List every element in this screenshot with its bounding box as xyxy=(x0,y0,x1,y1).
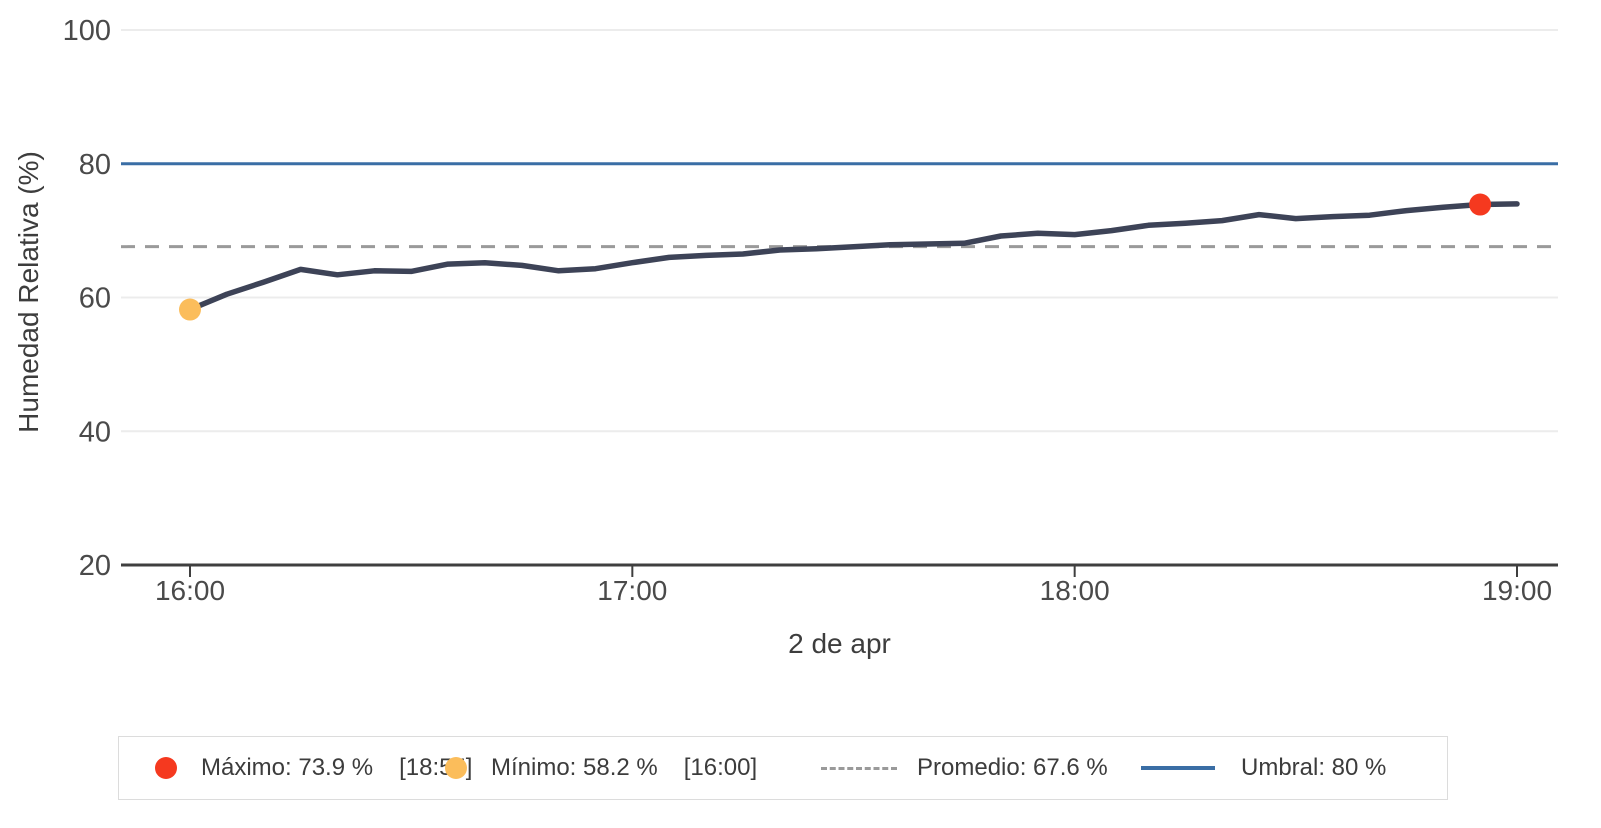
y-tick-label-60: 60 xyxy=(79,283,111,315)
y-tick-label-80: 80 xyxy=(79,149,111,181)
legend-label-umbral: Umbral: 80 % xyxy=(1241,754,1387,781)
legend-label-maximo: Máximo: 73.9 % xyxy=(201,754,374,781)
legend-time-minimo: [16:00] xyxy=(683,754,758,781)
legend-item-minimo: Mínimo: 58.2 % [16:00] xyxy=(445,737,757,799)
chart-svg: 100 80 60 40 20 16:00 17:00 18:00 19:00 Humedad R… xyxy=(13,15,1558,659)
legend-item-promedio: Promedio: 67.6 % xyxy=(821,737,1108,799)
y-tick-label-100: 100 xyxy=(63,15,111,47)
average-line-icon xyxy=(821,766,897,770)
threshold-line-icon xyxy=(1141,766,1215,770)
x-tick-label-18:00: 18:00 xyxy=(1040,575,1110,606)
y-axis-title: Humedad Relativa (%) xyxy=(13,151,44,433)
x-tick-label-19:00: 19:00 xyxy=(1482,575,1552,606)
legend-label-promedio: Promedio: 67.6 % xyxy=(917,754,1108,781)
max-dot-icon xyxy=(155,757,177,779)
x-axis-title: 2 de apr xyxy=(788,628,891,659)
legend-label-minimo: Mínimo: 58.2 % xyxy=(491,754,658,781)
y-tick-label-40: 40 xyxy=(79,416,111,448)
min-dot-icon xyxy=(445,757,467,779)
legend-item-umbral: Umbral: 80 % xyxy=(1141,737,1386,799)
chart-legend: Máximo: 73.9 % [18:55] Mínimo: 58.2 % [1… xyxy=(118,736,1448,800)
y-tick-label-20: 20 xyxy=(79,550,111,582)
min-marker xyxy=(179,298,201,321)
x-tick-label-16:00: 16:00 xyxy=(155,575,225,606)
humidity-series-line xyxy=(187,201,1520,313)
chart-area: 100 80 60 40 20 16:00 17:00 18:00 19:00 Humedad R… xyxy=(13,15,1558,659)
max-marker xyxy=(1469,193,1492,216)
x-tick-label-17:00: 17:00 xyxy=(597,575,667,606)
legend-item-maximo: Máximo: 73.9 % [18:55] xyxy=(155,737,472,799)
